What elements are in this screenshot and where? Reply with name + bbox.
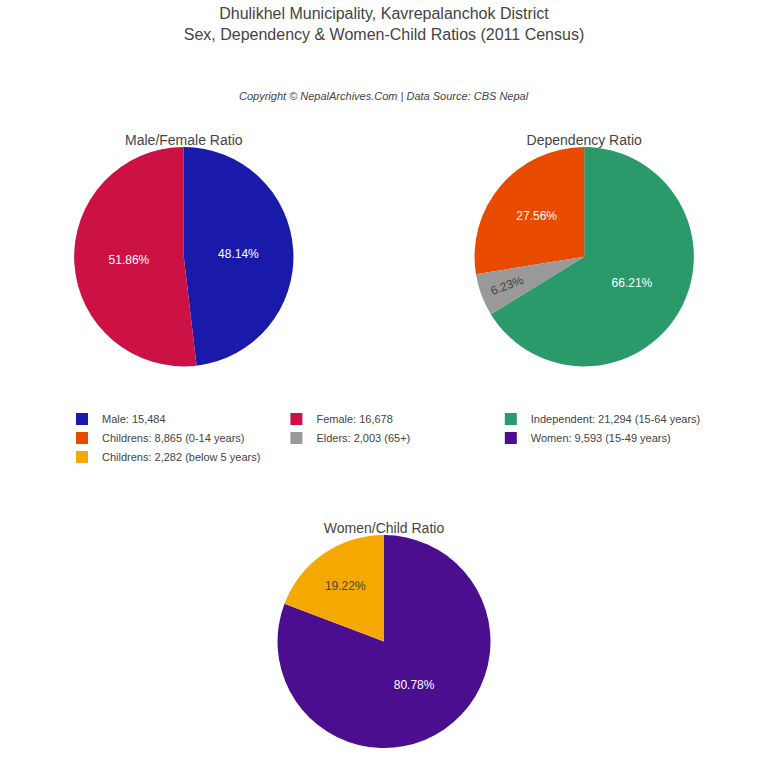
svg-text:6.23%: 6.23% bbox=[489, 273, 526, 298]
svg-text:27.56%: 27.56% bbox=[516, 209, 557, 223]
svg-text:Elders: 2,003 (65+): Elders: 2,003 (65+) bbox=[316, 432, 410, 444]
svg-text:Childrens: 8,865 (0-14 years): Childrens: 8,865 (0-14 years) bbox=[102, 432, 244, 444]
svg-text:Copyright © NepalArchives.Com: Copyright © NepalArchives.Com | Data Sou… bbox=[239, 90, 529, 102]
svg-text:19.22%: 19.22% bbox=[325, 579, 366, 593]
svg-text:Female: 16,678: Female: 16,678 bbox=[316, 413, 392, 425]
svg-text:80.78%: 80.78% bbox=[394, 678, 435, 692]
svg-text:Male: 15,484: Male: 15,484 bbox=[102, 413, 166, 425]
svg-text:Women: 9,593 (15-49 years): Women: 9,593 (15-49 years) bbox=[531, 432, 671, 444]
svg-text:Dependency Ratio: Dependency Ratio bbox=[527, 132, 642, 148]
svg-text:48.14%: 48.14% bbox=[218, 247, 259, 261]
svg-text:Dhulikhel Municipality, Kavrep: Dhulikhel Municipality, Kavrepalanchok D… bbox=[184, 5, 585, 43]
svg-text:66.21%: 66.21% bbox=[612, 276, 653, 290]
svg-text:51.86%: 51.86% bbox=[109, 253, 150, 267]
svg-text:Male/Female Ratio: Male/Female Ratio bbox=[125, 132, 243, 148]
svg-text:Women/Child Ratio: Women/Child Ratio bbox=[324, 520, 445, 536]
svg-text:Independent: 21,294 (15-64 yea: Independent: 21,294 (15-64 years) bbox=[531, 413, 700, 425]
svg-text:Childrens: 2,282 (below 5 year: Childrens: 2,282 (below 5 years) bbox=[102, 451, 260, 463]
